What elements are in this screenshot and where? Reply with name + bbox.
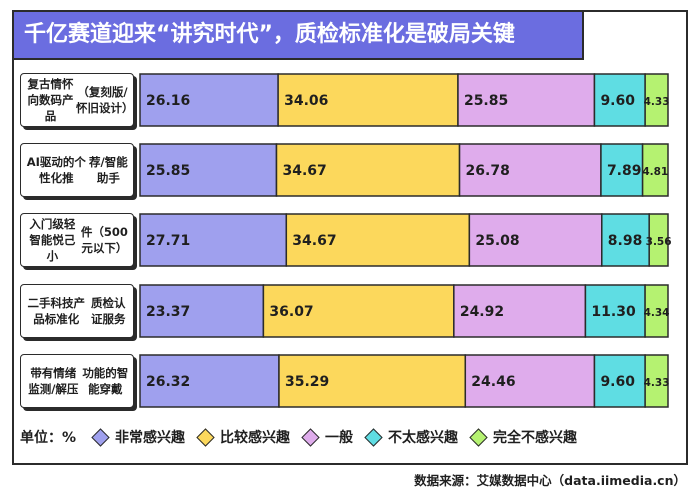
category-label: 带有情绪监测/解压 功能的智能穿戴 xyxy=(20,354,134,408)
legend-swatch xyxy=(301,427,320,447)
data-label: 24.92 xyxy=(460,304,504,320)
bar-segment-fairly-interested xyxy=(275,143,461,197)
legend-swatch xyxy=(469,427,488,447)
data-label: 34.67 xyxy=(292,233,336,249)
data-label: 4.81 xyxy=(642,166,668,178)
data-label: 27.71 xyxy=(146,233,190,249)
data-label: 8.98 xyxy=(608,233,643,249)
data-label: 7.89 xyxy=(607,163,642,179)
legend-item-fairly-interested: 比较感兴趣 xyxy=(196,427,291,447)
bar-segment-not-interested-at-all xyxy=(644,354,669,408)
legend-item-very-interested: 非常感兴趣 xyxy=(91,427,186,447)
bar-segment-fairly-interested xyxy=(277,73,459,127)
unit-label: 单位：% xyxy=(20,430,77,446)
legend-label: 比较感兴趣 xyxy=(220,430,291,446)
bar-segment-very-interested xyxy=(139,213,288,267)
bar-segment-neutral xyxy=(457,73,596,127)
bar-segment-not-interested-at-all xyxy=(641,143,669,197)
bar-segment-not-interested-at-all xyxy=(648,213,669,267)
bar-segment-neutral xyxy=(453,284,587,338)
data-label: 34.06 xyxy=(284,93,328,109)
bar-segment-neutral xyxy=(458,143,602,197)
data-label: 3.56 xyxy=(646,236,672,248)
bar-segment-not-very-interested xyxy=(593,354,646,408)
chart-title: 千亿赛道迎来“讲究时代”，质检标准化是破局关键 xyxy=(12,10,584,60)
category-label-line: 复古情怀向数码产品 xyxy=(27,76,74,124)
bar-segment-fairly-interested xyxy=(278,354,467,408)
bar-segment-not-very-interested xyxy=(593,73,646,127)
bar-segment-not-very-interested xyxy=(584,284,646,338)
data-label: 23.37 xyxy=(146,304,190,320)
data-label: 25.85 xyxy=(146,163,190,179)
data-label: 4.34 xyxy=(644,307,670,319)
legend-label: 非常感兴趣 xyxy=(115,430,186,446)
data-label: 26.32 xyxy=(146,374,190,390)
legend-label: 不太感兴趣 xyxy=(388,430,459,446)
category-label: 二手科技产品标准化 质检认证服务 xyxy=(20,284,134,338)
bar-segment-very-interested xyxy=(139,73,279,127)
bar-segment-very-interested xyxy=(139,143,278,197)
category-label-line: 荐/智能助手 xyxy=(89,154,128,185)
data-label: 4.33 xyxy=(644,96,670,108)
category-label-line: 二手科技产品标准化 xyxy=(27,295,85,326)
bar-segment-very-interested xyxy=(139,284,265,338)
legend-swatch xyxy=(196,427,215,447)
bar-segment-neutral xyxy=(468,213,603,267)
data-label: 9.60 xyxy=(600,374,635,390)
category-label: AI驱动的个性化推 荐/智能助手 xyxy=(20,143,134,197)
legend-swatch xyxy=(364,427,383,447)
legend-item-not-very-interested: 不太感兴趣 xyxy=(364,427,459,447)
category-label-line: 功能的智能穿戴 xyxy=(82,365,129,396)
legend-label: 完全不感兴趣 xyxy=(493,430,578,446)
data-label: 35.29 xyxy=(285,374,329,390)
data-label: 36.07 xyxy=(269,304,313,320)
category-label-line: 带有情绪监测/解压 xyxy=(28,365,79,396)
category-label-line: （复刻版/怀旧设计） xyxy=(75,84,134,115)
bar-segment-fairly-interested xyxy=(285,213,471,267)
bar-segment-very-interested xyxy=(139,354,280,408)
data-label: 24.46 xyxy=(471,374,515,390)
data-label: 4.33 xyxy=(644,377,670,389)
bar-segment-not-interested-at-all xyxy=(644,284,669,338)
legend-swatch xyxy=(91,427,110,447)
legend: 单位：% 非常感兴趣 比较感兴趣 一般 不太感兴趣 完全不感兴趣 xyxy=(20,424,680,450)
bar-segment-not-interested-at-all xyxy=(644,73,669,127)
data-label: 26.78 xyxy=(466,163,510,179)
data-label: 26.16 xyxy=(146,93,190,109)
data-source: 数据来源：艾媒数据中心（data.iimedia.cn） xyxy=(414,473,686,488)
bar-segment-not-very-interested xyxy=(600,143,644,197)
category-label-line: 件（500元以下） xyxy=(80,224,128,255)
category-label-line: 入门级轻智能悦己小 xyxy=(29,216,76,264)
bar-segment-neutral xyxy=(464,354,596,408)
legend-label: 一般 xyxy=(325,430,354,446)
data-label: 34.67 xyxy=(282,163,326,179)
data-label: 9.60 xyxy=(600,93,635,109)
category-label: 入门级轻智能悦己小 件（500元以下） xyxy=(20,213,134,267)
category-label: 复古情怀向数码产品 （复刻版/怀旧设计） xyxy=(20,73,134,127)
category-label-line: AI驱动的个性化推 xyxy=(26,154,86,185)
category-label-line: 质检认证服务 xyxy=(90,295,126,326)
data-label: 25.08 xyxy=(475,233,519,249)
data-label: 25.85 xyxy=(464,93,508,109)
data-label: 11.30 xyxy=(591,304,636,320)
legend-item-not-interested-at-all: 完全不感兴趣 xyxy=(469,427,578,447)
legend-item-neutral: 一般 xyxy=(301,427,354,447)
